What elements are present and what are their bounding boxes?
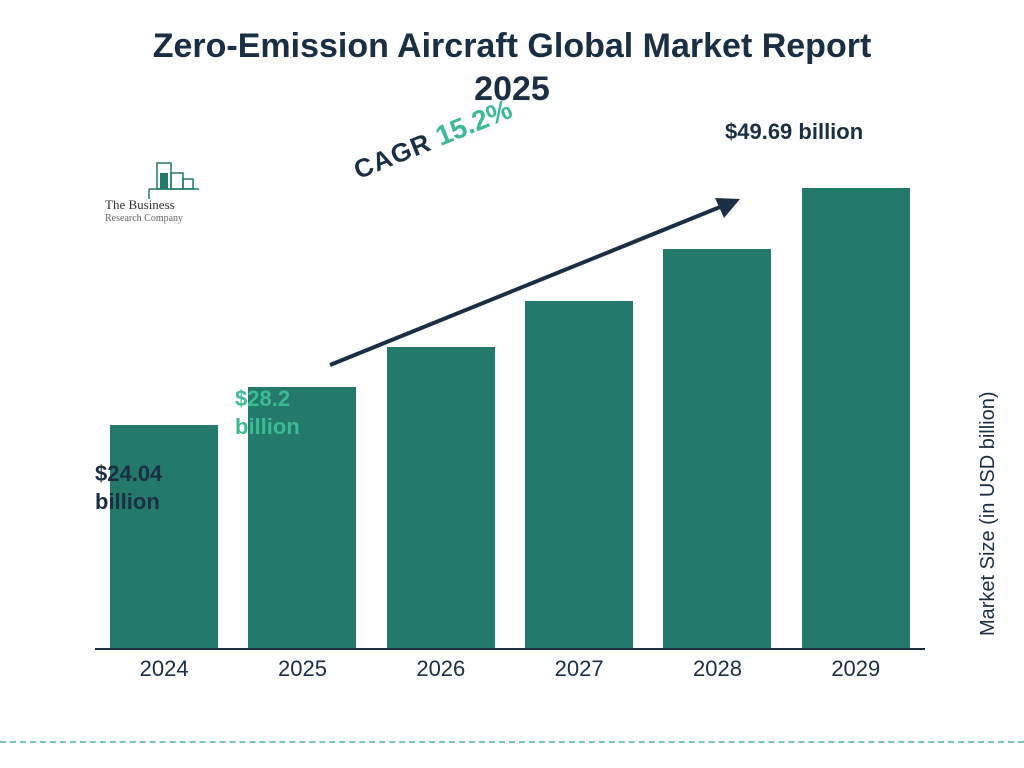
bars-container: 202420252026202720282029 — [95, 148, 925, 648]
x-tick-label: 2025 — [278, 656, 327, 682]
chart-title: Zero-Emission Aircraft Global Market Rep… — [0, 25, 1024, 110]
bar-slot: 2029 — [801, 188, 911, 648]
bottom-divider — [0, 741, 1024, 743]
value-label: $28.2 billion — [235, 385, 300, 440]
value-label: $49.69 billion — [725, 118, 863, 146]
bar-slot: 2024 — [109, 425, 219, 648]
x-tick-label: 2026 — [416, 656, 465, 682]
x-tick-label: 2024 — [140, 656, 189, 682]
bar — [110, 425, 218, 648]
bar — [802, 188, 910, 648]
bar — [525, 301, 633, 648]
bar-slot: 2028 — [662, 249, 772, 648]
bar-slot: 2026 — [386, 347, 496, 648]
y-axis-label: Market Size (in USD billion) — [978, 392, 1001, 637]
x-tick-label: 2029 — [831, 656, 880, 682]
x-axis — [95, 648, 925, 650]
x-tick-label: 2027 — [555, 656, 604, 682]
bar-chart: 2024 2025 2026 2027 2028 2029 — [95, 140, 925, 685]
bar-slot: 2027 — [524, 301, 634, 648]
bar — [663, 249, 771, 648]
bar — [387, 347, 495, 648]
value-label: $24.04 billion — [95, 460, 162, 515]
x-tick-label: 2028 — [693, 656, 742, 682]
